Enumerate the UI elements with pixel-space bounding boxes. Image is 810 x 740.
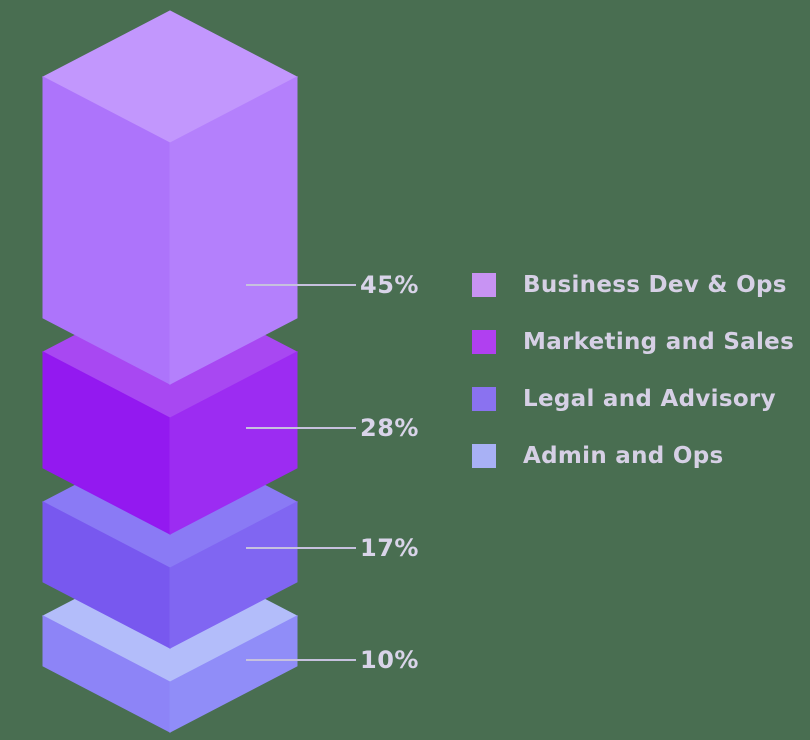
block-1-right-face — [169, 351, 298, 535]
legend: Business Dev & Ops Marketing and Sales L… — [472, 272, 795, 469]
block-0-right-face — [169, 76, 298, 385]
legend-label-legal: Legal and Advisory — [523, 386, 776, 412]
percent-label-marketing: 28% — [360, 414, 419, 442]
percent-label-business-dev: 45% — [360, 271, 419, 299]
legend-label-marketing: Marketing and Sales — [523, 329, 795, 355]
connector-line-business-dev — [246, 284, 356, 286]
percent-label-legal: 17% — [360, 534, 419, 562]
connector-line-admin — [246, 659, 356, 661]
connector-line-legal — [246, 547, 356, 549]
percent-label-admin: 10% — [360, 646, 419, 674]
legend-item-business-dev: Business Dev & Ops — [472, 272, 794, 298]
legend-item-admin: Admin and Ops — [472, 443, 794, 469]
legend-item-legal: Legal and Advisory — [472, 386, 794, 412]
block-2-right-face — [169, 501, 298, 649]
legend-item-marketing: Marketing and Sales — [472, 329, 795, 355]
legend-swatch-marketing — [472, 330, 496, 354]
legend-label-admin: Admin and Ops — [523, 443, 724, 469]
connector-line-marketing — [246, 427, 356, 429]
block-3-right-face — [169, 615, 298, 733]
legend-swatch-business-dev — [472, 273, 496, 297]
legend-label-business-dev: Business Dev & Ops — [523, 272, 787, 298]
legend-swatch-admin — [472, 444, 496, 468]
legend-swatch-legal — [472, 387, 496, 411]
